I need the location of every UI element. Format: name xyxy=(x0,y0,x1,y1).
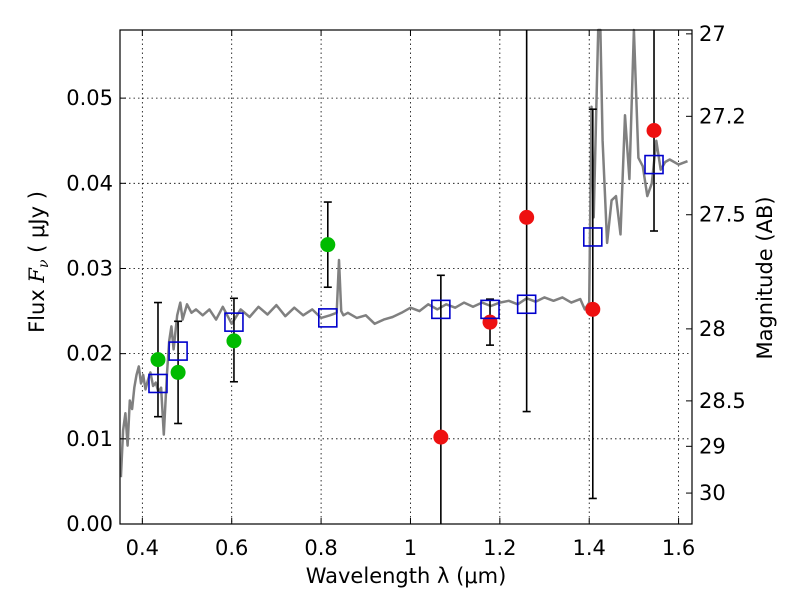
photometry-point xyxy=(150,352,166,368)
magnitude-tick-label: 29 xyxy=(699,434,726,458)
data-points xyxy=(150,123,662,445)
model-flux-square xyxy=(148,373,168,394)
photometry-point xyxy=(646,123,662,139)
magnitude-axis: 27 27.2 27.5 28 28.5 29 30 xyxy=(686,22,746,505)
model-flux-square xyxy=(480,299,500,320)
y-tick-label: 0.02 xyxy=(66,342,113,366)
magnitude-axis-label: Magnitude (AB) xyxy=(753,196,777,359)
x-tick-label: 0.8 xyxy=(304,536,337,560)
plot-frame xyxy=(119,29,693,525)
x-tick-label: 0.4 xyxy=(126,536,159,560)
model-sed-curve xyxy=(119,28,688,478)
photometry-point xyxy=(226,333,242,349)
photometry-point xyxy=(170,364,186,380)
model-flux-square xyxy=(582,227,603,247)
y-tick-label: 0.03 xyxy=(66,256,113,280)
magnitude-tick-label: 28.5 xyxy=(699,389,746,413)
x-tick-label: 1.6 xyxy=(662,536,695,560)
y-axis-label-prefix: Flux xyxy=(25,283,49,333)
model-flux-square xyxy=(431,299,451,320)
y-tick-label: 0.00 xyxy=(66,512,113,536)
model-flux-square xyxy=(317,308,338,328)
magnitude-tick-label: 27.5 xyxy=(699,203,746,227)
model-sed-line xyxy=(119,28,688,478)
y-axis-label-symbol: F xyxy=(25,267,49,284)
y-axis: 0.00 0.01 0.02 0.03 0.04 0.05 xyxy=(66,86,126,536)
model-flux-square xyxy=(224,312,244,332)
y-tick-label: 0.01 xyxy=(66,427,113,451)
model-flux-square xyxy=(516,294,537,315)
magnitude-tick-label: 28 xyxy=(699,317,726,341)
y-axis-label-suffix: ( μJy ) xyxy=(25,191,49,259)
x-tick-label: 0.6 xyxy=(215,536,248,560)
grid xyxy=(120,30,692,525)
y-tick-label: 0.04 xyxy=(66,171,113,195)
photometry-point xyxy=(482,314,498,330)
model-flux-square xyxy=(644,154,664,175)
model-flux-square xyxy=(168,341,188,361)
y-tick-label: 0.05 xyxy=(66,86,113,110)
magnitude-tick-label: 27 xyxy=(699,22,726,46)
photometry-point xyxy=(519,209,535,225)
photometry-point xyxy=(585,301,601,317)
x-tick-label: 1 xyxy=(404,536,417,560)
y-axis-label-subscript: ν xyxy=(36,259,52,268)
x-axis-label: Wavelength λ (μm) xyxy=(306,564,507,588)
photometry-point xyxy=(433,429,449,445)
x-axis: 0.4 0.6 0.8 1 1.2 1.4 1.6 xyxy=(126,30,695,560)
model-squares xyxy=(148,154,664,394)
magnitude-tick-label: 30 xyxy=(699,481,726,505)
y-axis-label: Flux Fν ( μJy ) xyxy=(25,191,52,333)
x-tick-label: 1.2 xyxy=(483,536,516,560)
error-bars xyxy=(153,30,659,524)
magnitude-tick-label: 27.2 xyxy=(699,104,746,128)
x-tick-label: 1.4 xyxy=(573,536,606,560)
photometry-point xyxy=(320,237,336,253)
